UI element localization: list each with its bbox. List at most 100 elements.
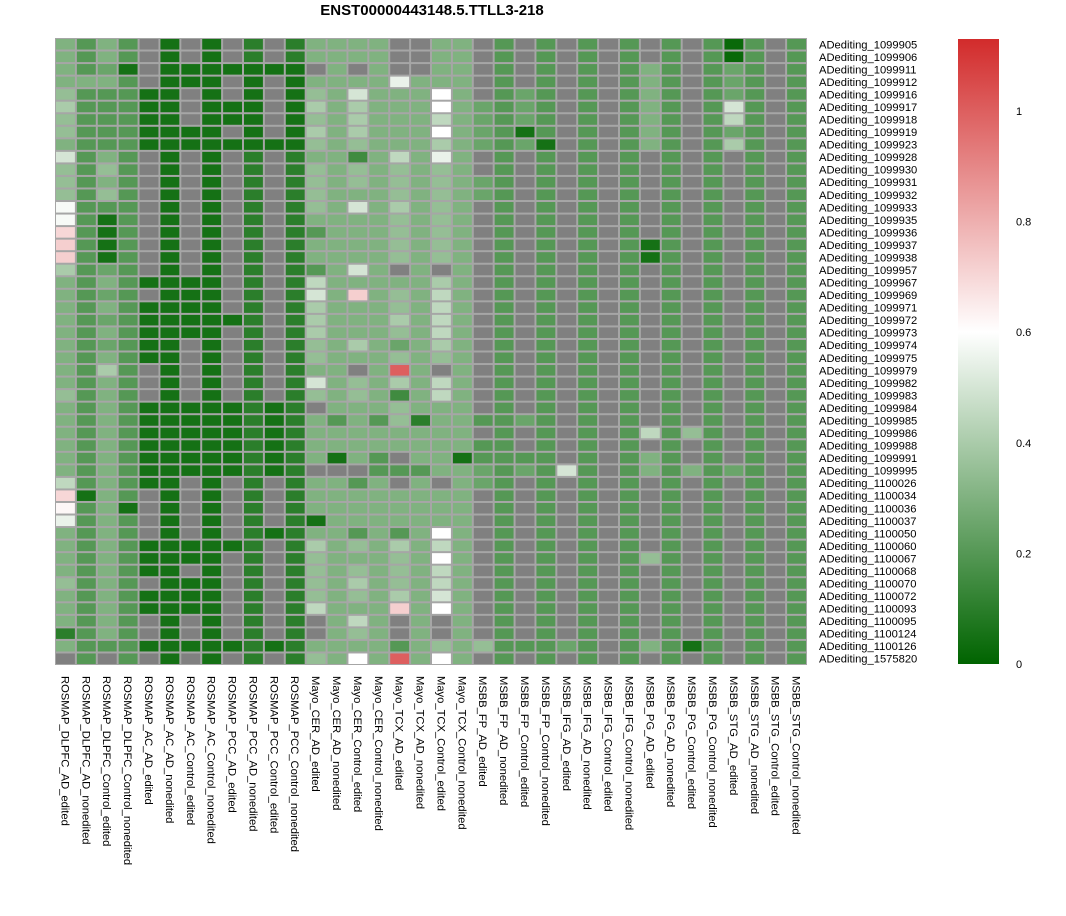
heatmap-cell (745, 101, 765, 113)
heatmap-cell (724, 502, 744, 514)
column-label: MSBB_IFG_AD_nonedited (581, 676, 593, 810)
heatmap-cell (327, 377, 347, 389)
heatmap-cell (348, 277, 368, 288)
heatmap-cell (139, 390, 159, 401)
heatmap-cell (264, 440, 284, 451)
heatmap-cell (306, 540, 326, 552)
heatmap-cell (202, 164, 222, 175)
heatmap-cell (473, 540, 493, 552)
heatmap-cell (369, 126, 389, 138)
heatmap-cell (369, 402, 389, 414)
heatmap-cell (56, 189, 75, 201)
heatmap-cell (97, 628, 117, 639)
heatmap-cell (724, 377, 744, 389)
heatmap-cell (411, 502, 430, 514)
heatmap-cell (557, 252, 577, 263)
heatmap-cell (515, 227, 535, 238)
heatmap-cell (181, 289, 201, 301)
heatmap-cell (682, 490, 702, 501)
heatmap-cell (348, 440, 368, 451)
heatmap-cell (223, 139, 242, 150)
heatmap-cell (536, 490, 556, 501)
heatmap-cell (160, 189, 180, 201)
heatmap-cell (56, 302, 75, 313)
heatmap-cell (118, 327, 138, 338)
heatmap-cell (56, 477, 75, 489)
heatmap-cell (640, 590, 660, 602)
heatmap-cell (264, 415, 284, 426)
heatmap-cell (285, 327, 305, 338)
heatmap-cell (369, 176, 389, 188)
heatmap-cell (494, 415, 514, 426)
heatmap-cell (432, 214, 451, 226)
heatmap-cell (97, 126, 117, 138)
heatmap-cell (56, 502, 75, 514)
heatmap-cell (432, 415, 451, 426)
heatmap-cell (640, 189, 660, 201)
heatmap-cell (369, 477, 389, 489)
heatmap-cell (223, 39, 242, 50)
column-label: Mayo_CER_Control_nonedited (372, 676, 384, 831)
heatmap-cell (223, 502, 242, 514)
colorbar-tick-label: 0.2 (1016, 548, 1031, 560)
heatmap-cell (661, 640, 681, 652)
heatmap-cell (244, 202, 263, 213)
heatmap-cell (787, 76, 806, 88)
heatmap-cell (599, 64, 618, 75)
heatmap-cell (452, 427, 472, 439)
heatmap-cell (264, 390, 284, 401)
heatmap-cell (160, 314, 180, 326)
heatmap-cell (724, 39, 744, 50)
heatmap-cell (327, 590, 347, 602)
heatmap-cell (661, 302, 681, 313)
row-label: ADediting_1100036 (819, 503, 916, 515)
heatmap-cell (557, 465, 577, 476)
heatmap-cell (432, 615, 451, 627)
heatmap-cell (244, 465, 263, 476)
heatmap-cell (411, 477, 430, 489)
heatmap-cell (411, 51, 430, 63)
heatmap-cell (202, 540, 222, 552)
heatmap-cell (536, 264, 556, 276)
heatmap-cell (348, 339, 368, 351)
heatmap-cell (557, 365, 577, 376)
heatmap-cell (494, 39, 514, 50)
heatmap-cell (536, 227, 556, 238)
heatmap-cell (766, 151, 786, 163)
column-label: Mayo_CER_AD_nonedited (330, 676, 342, 810)
heatmap-cell (599, 465, 618, 476)
heatmap-cell (578, 402, 598, 414)
heatmap-cell (766, 477, 786, 489)
heatmap-cell (661, 402, 681, 414)
heatmap-cell (599, 252, 618, 263)
heatmap-cell (515, 540, 535, 552)
heatmap-cell (766, 415, 786, 426)
heatmap-cell (327, 565, 347, 577)
heatmap-cell (578, 578, 598, 589)
heatmap-cell (515, 415, 535, 426)
heatmap-cell (411, 452, 430, 464)
heatmap-cell (557, 502, 577, 514)
heatmap-cell (620, 402, 639, 414)
heatmap-cell (620, 76, 639, 88)
heatmap-cell (661, 289, 681, 301)
column-label: MSBB_PG_Control_edited (685, 676, 697, 809)
heatmap-cell (494, 302, 514, 313)
row-label: ADediting_1099957 (819, 265, 917, 277)
heatmap-cell (536, 76, 556, 88)
column-label: ROSMAP_AC_AD_nonedited (163, 676, 175, 823)
heatmap-cell (620, 578, 639, 589)
heatmap-cell (745, 277, 765, 288)
heatmap-cell (118, 252, 138, 263)
heatmap-cell (327, 277, 347, 288)
heatmap-cell (640, 402, 660, 414)
heatmap-cell (139, 139, 159, 150)
heatmap-cell (56, 440, 75, 451)
heatmap-cell (118, 339, 138, 351)
heatmap-cell (536, 653, 556, 664)
heatmap-cell (557, 615, 577, 627)
heatmap-cell (661, 528, 681, 539)
row-label: ADediting_1099969 (819, 290, 917, 302)
heatmap-cell (369, 202, 389, 213)
heatmap-cell (494, 452, 514, 464)
